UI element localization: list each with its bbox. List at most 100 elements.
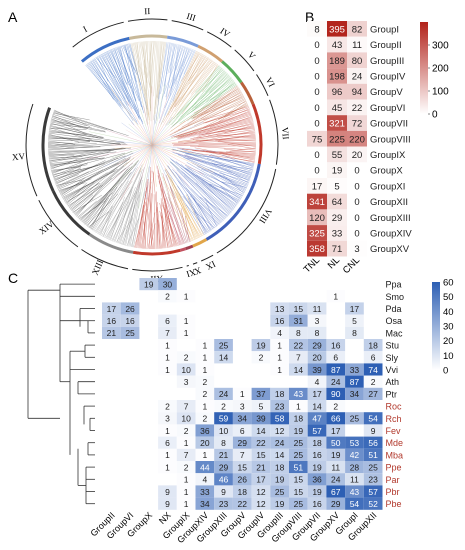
tree-branch xyxy=(111,88,153,146)
heatmap-cell xyxy=(307,363,327,376)
heatmap-cell xyxy=(289,363,308,376)
cell-value: 7 xyxy=(296,353,301,363)
tree-branch xyxy=(106,130,153,146)
cell-value: 0 xyxy=(354,166,359,177)
row-label: GroupV xyxy=(370,87,403,98)
cell-value: 3 xyxy=(315,316,320,326)
heatmap-cell xyxy=(326,339,346,352)
group-arc xyxy=(240,81,255,105)
tree-branch xyxy=(154,41,167,115)
cell-value: 36 xyxy=(200,426,210,436)
cell-value: 24 xyxy=(352,71,363,82)
tree-branch xyxy=(217,140,257,147)
group-label: I xyxy=(81,24,89,34)
tree-branch xyxy=(152,41,166,121)
cell-value: 33 xyxy=(200,487,210,497)
tree-branch xyxy=(48,148,126,154)
tree-branch xyxy=(126,144,153,180)
cell-value: 10 xyxy=(181,365,191,375)
cell-value: 2 xyxy=(184,426,189,436)
heatmap-cell xyxy=(345,473,364,486)
cell-value: 1 xyxy=(202,353,207,363)
cell-value: 17 xyxy=(312,181,323,192)
group-arc xyxy=(166,35,199,48)
cell-value: 17 xyxy=(312,389,322,399)
heatmap-cell xyxy=(327,115,347,131)
heatmap-cell xyxy=(120,302,140,315)
group-boundary-arc xyxy=(25,103,38,197)
tree-branch xyxy=(91,186,118,231)
tree-branch xyxy=(151,132,211,146)
heatmap-cell xyxy=(195,473,215,486)
heatmap-cell xyxy=(307,225,327,241)
heatmap-cell xyxy=(270,473,289,486)
cell-value: 2 xyxy=(165,401,170,411)
cell-value: 22 xyxy=(294,340,304,350)
cell-value: 198 xyxy=(329,71,345,82)
tree-branch xyxy=(98,55,130,107)
tree-branch xyxy=(140,181,152,249)
heatmap-cell xyxy=(289,314,308,327)
cell-value: 58 xyxy=(275,414,285,424)
cell-value: 15 xyxy=(256,450,266,460)
tree-branch xyxy=(51,117,88,129)
cell-value: 1 xyxy=(165,353,170,363)
tree-branch xyxy=(151,144,160,179)
species-label: Pbe xyxy=(386,499,402,509)
group-arc xyxy=(185,244,194,251)
colorbar-tick-label: 200 xyxy=(432,64,449,75)
cell-value: 12 xyxy=(256,499,266,509)
cell-value: 29 xyxy=(312,340,322,350)
heatmap-cell xyxy=(214,351,233,364)
tree-branch xyxy=(144,170,152,249)
tree-branch xyxy=(225,150,256,153)
heatmap-cell xyxy=(289,302,308,315)
cell-value: 3 xyxy=(165,414,170,424)
tree-branch xyxy=(191,96,245,120)
tree-branch xyxy=(126,100,153,146)
tree-branch xyxy=(216,135,256,138)
tree-branch xyxy=(190,62,216,95)
tree-branch xyxy=(177,69,224,116)
heatmap-cell xyxy=(251,436,271,449)
tree-branch xyxy=(159,47,189,124)
heatmap-cell xyxy=(345,461,364,474)
tree-branch xyxy=(145,41,149,96)
tree-branch xyxy=(102,53,126,100)
heatmap-cell xyxy=(176,290,196,303)
cell-value: 25 xyxy=(294,499,304,509)
tree-branch xyxy=(157,165,176,247)
species-label: Osa xyxy=(386,316,403,326)
cell-value: 1 xyxy=(184,438,189,448)
cell-value: 82 xyxy=(352,24,363,35)
heatmap-cell xyxy=(251,424,271,437)
heatmap-cell xyxy=(327,162,347,178)
tree-branch xyxy=(139,41,148,83)
tree-branch xyxy=(139,210,145,249)
group-arc xyxy=(221,60,243,84)
tree-branch xyxy=(174,55,205,102)
tree-branch xyxy=(185,204,209,233)
heatmap-cell xyxy=(214,436,233,449)
cell-value: 54 xyxy=(368,414,378,424)
tree-branch xyxy=(50,121,106,133)
cell-value: 1 xyxy=(240,389,245,399)
tree-branch xyxy=(195,182,227,218)
row-label: GroupIX xyxy=(370,150,406,161)
tree-branch xyxy=(141,41,151,112)
heatmap-cell xyxy=(251,497,271,510)
heatmap-cell xyxy=(158,497,177,510)
tree-branch xyxy=(74,198,94,215)
cell-value: 27 xyxy=(368,389,378,399)
cell-value: 87 xyxy=(331,365,341,375)
heatmap-cell xyxy=(214,485,233,498)
tree-branch xyxy=(48,139,91,142)
tree-branch xyxy=(177,121,254,140)
species-label: Smo xyxy=(386,292,405,302)
tree-branch xyxy=(167,66,221,126)
tree-branch xyxy=(150,223,156,250)
tree-branch xyxy=(180,164,236,209)
cell-value: 6 xyxy=(333,353,338,363)
heatmap-cell xyxy=(363,436,383,449)
